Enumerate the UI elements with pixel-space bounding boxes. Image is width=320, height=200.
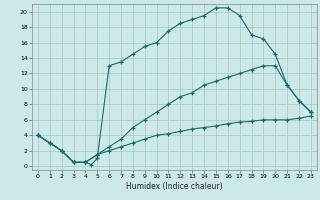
- X-axis label: Humidex (Indice chaleur): Humidex (Indice chaleur): [126, 182, 223, 191]
